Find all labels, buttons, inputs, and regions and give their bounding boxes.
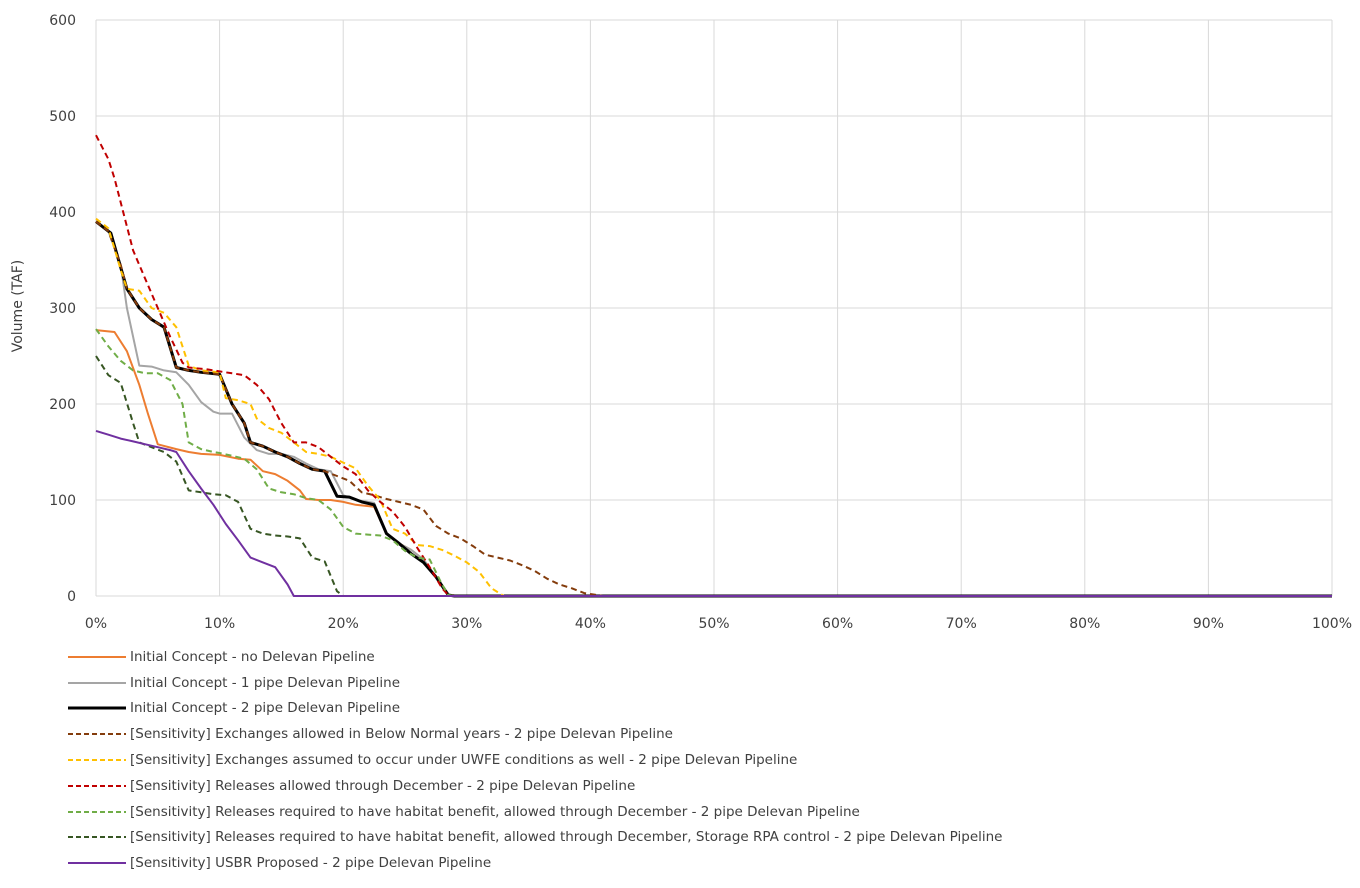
grid (95, 19, 1333, 597)
legend: Initial Concept - no Delevan Pipeline Ini… (68, 644, 1002, 876)
legend-item: [Sensitivity] Exchanges assumed to occur… (68, 747, 1002, 773)
y-tick-label: 200 (49, 397, 76, 413)
legend-swatch (68, 759, 126, 762)
legend-item: [Sensitivity] Releases required to have … (68, 825, 1002, 851)
x-tick-label: 20% (328, 616, 359, 632)
legend-swatch (68, 784, 126, 787)
series-line-4 (95, 220, 1332, 597)
series-line-5 (95, 217, 1332, 597)
legend-label: [Sensitivity] Exchanges allowed in Below… (130, 726, 673, 743)
legend-item: Initial Concept - 1 pipe Delevan Pipelin… (68, 670, 1002, 696)
legend-swatch (68, 810, 126, 813)
x-tick-label: 0% (85, 616, 107, 632)
legend-item: [Sensitivity] Exchanges allowed in Below… (68, 721, 1002, 747)
legend-item: Initial Concept - 2 pipe Delevan Pipelin… (68, 696, 1002, 722)
y-tick-label: 100 (49, 493, 76, 509)
x-tick-label: 70% (946, 616, 977, 632)
series-line-8 (95, 355, 1332, 597)
legend-swatch (68, 836, 126, 839)
legend-swatch (68, 862, 126, 865)
legend-label: [Sensitivity] Releases allowed through D… (130, 777, 636, 794)
x-tick-label: 100% (1312, 616, 1352, 632)
y-tick-label: 500 (49, 109, 76, 125)
x-tick-label: 90% (1193, 616, 1224, 632)
series-line-9 (95, 429, 1332, 597)
legend-label: [Sensitivity] USBR Proposed - 2 pipe Del… (130, 855, 492, 872)
legend-swatch (68, 706, 126, 710)
legend-swatch (68, 655, 126, 658)
legend-item: [Sensitivity] Releases allowed through D… (68, 773, 1002, 799)
chart: 0% 10% 20% 30% 40% 50% 60% 70% 80% 90% 100% 0 100 200… (10, 13, 1352, 632)
legend-label: Initial Concept - 2 pipe Delevan Pipelin… (130, 700, 400, 717)
x-tick-label: 80% (1069, 616, 1100, 632)
tick-labels: 0% 10% 20% 30% 40% 50% 60% 70% 80% 90% 100% 0 100 200… (49, 13, 1352, 632)
legend-item: Initial Concept - no Delevan Pipeline (68, 644, 1002, 670)
legend-label: [Sensitivity] Releases required to have … (130, 803, 860, 820)
legend-label: [Sensitivity] Exchanges assumed to occur… (130, 752, 798, 769)
series-lines (95, 134, 1332, 598)
y-tick-label: 600 (49, 13, 76, 29)
legend-label: Initial Concept - no Delevan Pipeline (130, 648, 375, 665)
x-tick-label: 40% (575, 616, 606, 632)
y-tick-label: 0 (67, 589, 76, 605)
legend-label: [Sensitivity] Releases required to have … (130, 829, 1003, 846)
series-line-7 (95, 328, 1332, 597)
legend-swatch (68, 733, 126, 736)
legend-swatch (68, 681, 126, 684)
x-tick-label: 30% (451, 616, 482, 632)
y-tick-label: 300 (49, 301, 76, 317)
y-tick-label: 400 (49, 205, 76, 221)
x-tick-label: 50% (698, 616, 729, 632)
y-axis-label: Volume (TAF) (10, 260, 26, 353)
legend-item: [Sensitivity] USBR Proposed - 2 pipe Del… (68, 850, 1002, 876)
legend-label: Initial Concept - 1 pipe Delevan Pipelin… (130, 674, 400, 691)
x-tick-label: 60% (822, 616, 853, 632)
legend-item: [Sensitivity] Releases required to have … (68, 799, 1002, 825)
x-tick-label: 10% (204, 616, 235, 632)
series-line-6 (95, 134, 1332, 597)
